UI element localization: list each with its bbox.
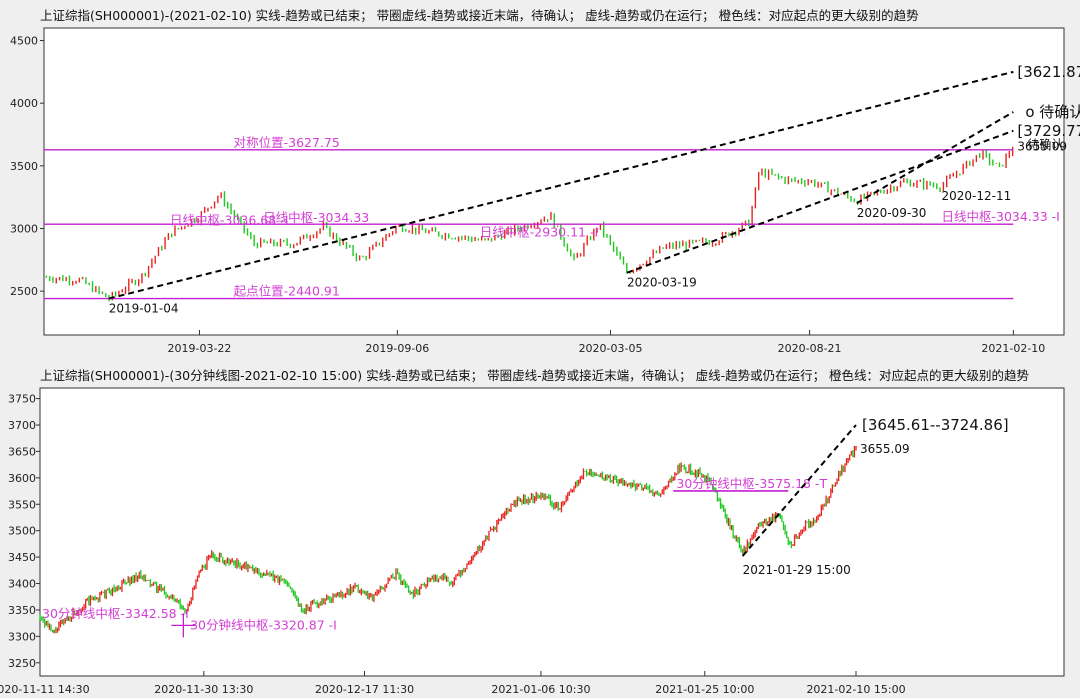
trend-line [741,424,857,557]
y-tick-label: 3600 [8,472,36,485]
level-label: 对称位置-3627.75 [234,135,340,150]
top-horizontal-levels: 对称位置-3627.75 起点位置-2440.91 日线中枢-3034.33 -I 日… [44,135,1060,300]
bottom-annotations: 2021-01-29 15:00 3655.09 [743,442,910,577]
x-tick-label: 2021-01-25 10:00 [655,683,754,696]
trend-line [626,129,1014,274]
top-y-axis: 2500 3000 3500 4000 4500 [10,35,44,298]
trend-target-label: [3729.77--3805.75] [1017,122,1080,140]
bottom-y-axis: 3250 3300 3350 3400 3450 3500 3550 3600 3650 3700… [8,393,40,670]
y-tick-label: 3450 [8,551,36,564]
y-tick-label: 2500 [10,285,38,298]
trend-target-label: [3645.61--3724.86] [862,416,1009,434]
center-label: 日线中枢-3034.33 [263,210,369,225]
trend-line [856,111,1014,205]
trend-line [108,70,1014,300]
level-label: 日线中枢-3034.33 -I [942,209,1060,224]
top-annotations: 2019-01-04 2020-03-19 2020-09-30 2020-12-11… [109,137,1067,315]
center-label: 日线中枢-2930.11 -I [480,225,598,240]
top-panel: 上证综指(SH000001)-(2021-02-10) 实线-趋势或已结束； 带… [10,8,1080,355]
level-label: 起点位置-2440.91 [234,284,340,299]
center-label: 30分钟线中枢-3342.58 -I [42,606,189,621]
pending-label: 待确认 [1027,137,1063,151]
y-tick-label: 3300 [8,630,36,643]
y-tick-label: 3000 [10,222,38,235]
x-tick-label: 2021-02-10 [981,342,1045,355]
bottom-x-axis: 2020-11-11 14:30 2020-11-30 13:30 2020-12-… [0,671,906,696]
y-tick-label: 3500 [10,160,38,173]
top-price-series [45,146,1014,302]
y-tick-label: 3750 [8,393,36,406]
trend-target-label: [3621.87--4075.21] [1017,63,1080,81]
point-date-label: 2020-12-11 [942,189,1012,203]
y-tick-label: 3350 [8,604,36,617]
y-tick-label: 3500 [8,525,36,538]
point-date-label: 2019-01-04 [109,302,179,316]
point-date-label: 2020-09-30 [857,206,927,220]
bottom-title: 上证综指(SH000001)-(30分钟线图-2021-02-10 15:00)… [40,368,1030,383]
y-tick-label: 3650 [8,445,36,458]
trend-target-label: o 待确认 [3771.63--3883.65] [1025,103,1080,121]
y-tick-label: 4000 [10,97,38,110]
x-tick-label: 2020-12-17 11:30 [315,683,414,696]
y-tick-label: 3250 [8,657,36,670]
bottom-panel: 上证综指(SH000001)-(30分钟线图-2021-02-10 15:00)… [0,368,1065,696]
top-trend-lines: [3621.87--4075.21] [3729.77--3805.75]o 待确… [108,63,1080,300]
point-date-label: 2021-01-29 15:00 [743,563,851,577]
x-tick-label: 2019-03-22 [168,342,232,355]
x-tick-label: 2020-08-21 [778,342,842,355]
y-tick-label: 3700 [8,419,36,432]
x-tick-label: 2021-02-10 15:00 [806,683,905,696]
x-tick-label: 2021-01-06 10:30 [491,683,590,696]
end-price-label: 3655.09 [1017,139,1067,153]
bottom-plot-area [39,387,1065,677]
y-tick-label: 3400 [8,578,36,591]
center-label: 日线中枢-3036.68 -I [170,213,288,228]
x-tick-label: 2020-03-05 [579,342,643,355]
y-tick-label: 3550 [8,498,36,511]
top-title: 上证综指(SH000001)-(2021-02-10) 实线-趋势或已结束； 带… [40,8,919,23]
bottom-horizontal-levels: 30分钟线中枢-3575.18 -T 30分钟线中枢-3342.58 -I30分钟… [42,476,828,638]
center-label: 30分钟线中枢-3320.87 -I [190,617,337,632]
end-price-label: 3655.09 [860,442,910,456]
point-date-label: 2020-03-19 [627,276,697,290]
bottom-trend-lines: [3645.61--3724.86] [741,416,1009,557]
y-tick-label: 4500 [10,35,38,48]
level-label: 30分钟线中枢-3575.18 -T [676,476,827,491]
x-tick-label: 2019-09-06 [365,342,429,355]
top-x-axis: 2019-03-22 2019-09-06 2020-03-05 2020-08-21… [168,330,1045,355]
x-tick-label: 2020-11-11 14:30 [0,683,90,696]
x-tick-label: 2020-11-30 13:30 [154,683,253,696]
bottom-price-series [39,445,857,634]
